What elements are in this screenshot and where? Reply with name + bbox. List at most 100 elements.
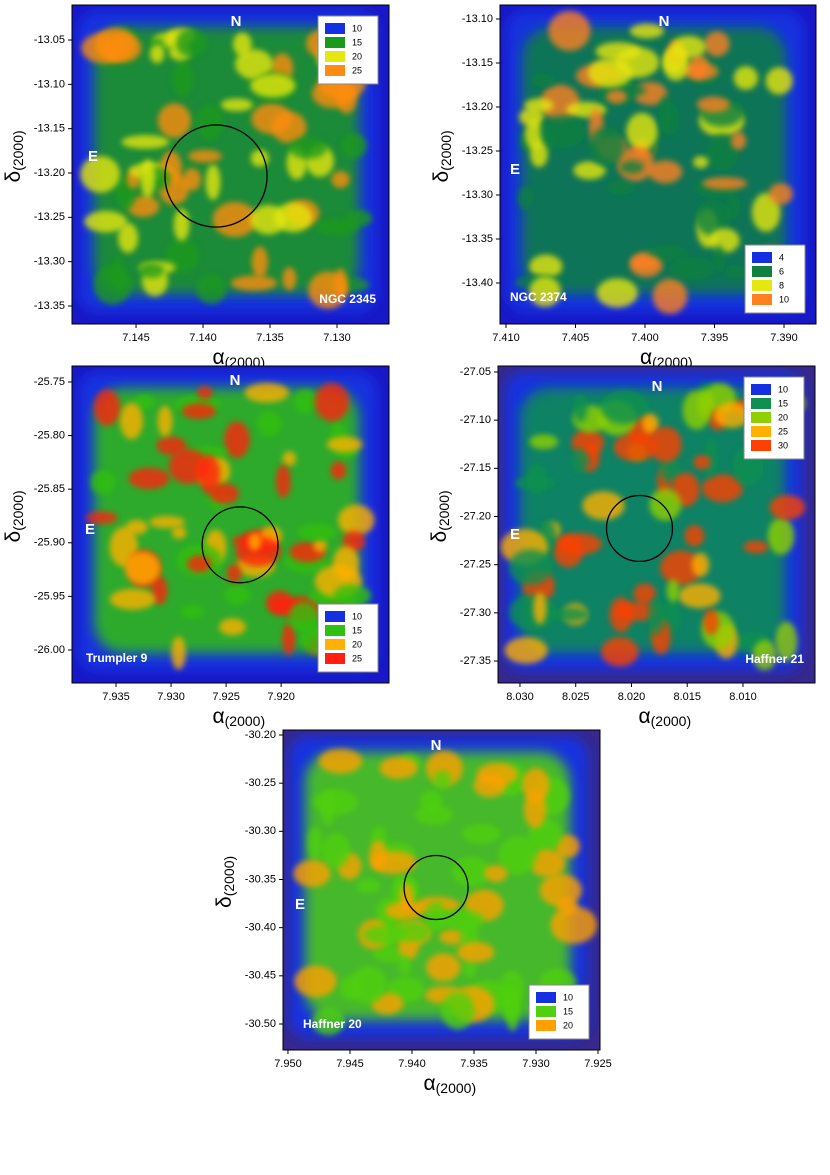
field-blob <box>318 748 363 774</box>
y-axis-label: δ(2000) <box>2 490 26 542</box>
x-axis-symbol: α <box>639 705 651 728</box>
field-blob <box>332 584 372 607</box>
legend-swatch <box>752 252 772 263</box>
field-blob <box>633 583 656 604</box>
field-blob <box>678 583 721 609</box>
y-tick-label: -25.95 <box>34 590 65 602</box>
legend-swatch <box>325 625 345 636</box>
legend-swatch <box>325 37 345 48</box>
field-blob <box>288 602 319 633</box>
y-tick-label: -27.25 <box>460 559 491 571</box>
field-blob <box>671 35 707 59</box>
field-blob <box>224 421 250 458</box>
field-blob <box>313 789 358 816</box>
legend-swatch <box>751 412 771 423</box>
x-tick-label: 7.950 <box>274 1058 302 1070</box>
field-blob <box>121 135 170 149</box>
field-blob <box>312 1007 345 1036</box>
field-blob <box>702 474 744 503</box>
field-blob <box>90 470 116 495</box>
legend: 10 15 20 25 30 <box>743 376 805 460</box>
field-blob <box>533 592 547 625</box>
x-tick-label: 7.935 <box>102 691 130 703</box>
y-tick-label: -13.20 <box>462 101 493 113</box>
field-blob <box>765 67 793 95</box>
field-blob <box>338 504 375 536</box>
field-blob <box>398 955 411 976</box>
legend-label: 20 <box>352 51 362 61</box>
field-blob <box>251 103 293 134</box>
field-blob <box>232 32 252 56</box>
x-axis-symbol: α <box>213 705 225 728</box>
legend-label: 15 <box>563 1006 573 1016</box>
y-tick-label: -25.80 <box>34 429 65 441</box>
field-blob <box>350 966 387 1004</box>
plot-frame <box>71 4 390 325</box>
field-blob <box>223 585 251 605</box>
field-blob <box>391 921 431 943</box>
y-tick-label: -27.15 <box>460 462 491 474</box>
field-blob <box>307 826 322 861</box>
north-label: N <box>230 372 241 389</box>
y-tick-label: -25.85 <box>34 483 65 495</box>
field-blob <box>326 436 363 453</box>
field-blob <box>235 536 281 567</box>
field-blob <box>80 155 121 193</box>
legend-label: 6 <box>779 266 784 276</box>
field-blob <box>704 31 730 57</box>
field-blob <box>691 552 710 577</box>
y-axis-label: δ(2000) <box>428 490 452 542</box>
field-blob <box>293 389 318 414</box>
field-blob <box>157 103 192 138</box>
field-blob <box>196 274 227 304</box>
field-blob <box>248 533 262 551</box>
x-axis-label: α(2000) <box>639 705 692 729</box>
field-blob <box>606 89 628 104</box>
legend-label: 8 <box>779 280 784 290</box>
field-blob <box>713 402 751 428</box>
cluster-circle <box>605 494 674 563</box>
field-blob <box>704 438 718 478</box>
plot-frame <box>71 365 390 684</box>
legend-swatch <box>325 51 345 62</box>
legend-label: 15 <box>352 625 362 635</box>
field-blob <box>648 160 683 184</box>
field-blob <box>646 245 690 262</box>
field-blob <box>730 131 747 150</box>
x-tick-label: 8.020 <box>618 691 646 703</box>
field-blob <box>505 992 520 1032</box>
field-blob <box>180 604 205 619</box>
field-blob <box>582 491 625 521</box>
cluster-label: NGC 2345 <box>319 292 376 306</box>
field-blob <box>157 405 173 437</box>
cluster-circle <box>403 854 469 921</box>
field-blob <box>660 550 702 585</box>
y-tick-label: -25.90 <box>34 537 65 549</box>
legend-label: 25 <box>352 65 362 75</box>
y-tick-label: -30.30 <box>245 825 276 837</box>
legend: 10 15 20 <box>528 984 590 1040</box>
field-blob <box>709 228 740 253</box>
plot-frame <box>499 4 817 325</box>
legend-label: 20 <box>778 412 788 422</box>
field-blob <box>321 789 336 826</box>
field-blob <box>649 488 682 521</box>
legend-swatch <box>325 23 345 34</box>
cluster-label: NGC 2374 <box>510 290 567 304</box>
field-blob <box>93 265 132 305</box>
field-blob <box>426 953 461 982</box>
field-blob <box>119 402 144 440</box>
field-blob <box>197 386 213 400</box>
field-blob <box>134 394 155 410</box>
field-blob <box>171 636 186 670</box>
east-label: E <box>85 521 95 538</box>
field-blob <box>606 180 635 195</box>
field-blob <box>703 609 719 635</box>
field-blob <box>588 126 625 166</box>
legend-swatch <box>751 440 771 451</box>
field-blob <box>572 393 588 423</box>
legend-label: 30 <box>778 440 788 450</box>
field-blob <box>556 898 578 915</box>
y-tick-label: -13.05 <box>34 34 65 46</box>
legend-label: 10 <box>352 23 362 33</box>
